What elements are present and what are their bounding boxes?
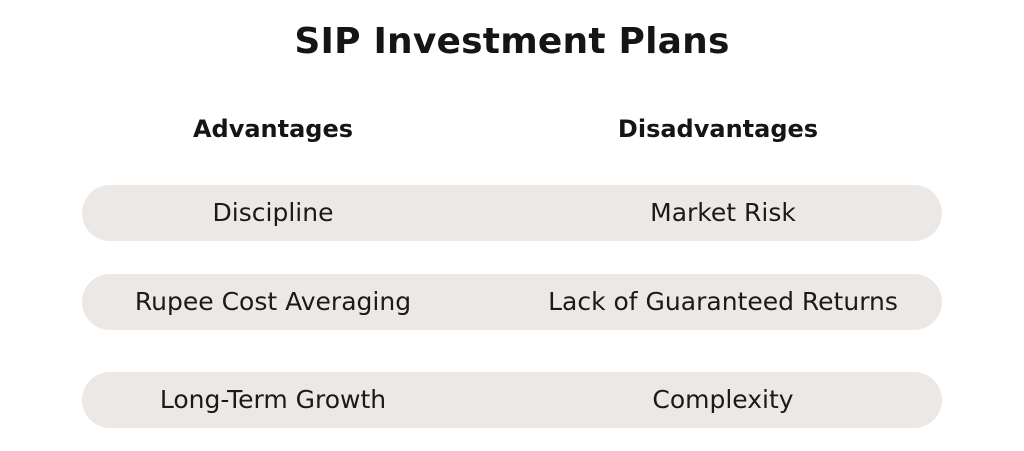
table-row: Discipline Market Risk (82, 185, 942, 241)
disadvantages-header: Disadvantages (617, 115, 819, 143)
advantages-header: Advantages (192, 115, 354, 143)
disadvantage-cell: Lack of Guaranteed Returns (548, 287, 898, 316)
advantage-cell: Discipline (212, 198, 334, 227)
table-row: Rupee Cost Averaging Lack of Guaranteed … (82, 274, 942, 330)
advantage-cell: Long-Term Growth (159, 385, 387, 414)
disadvantage-cell: Market Risk (650, 198, 796, 227)
advantage-cell: Rupee Cost Averaging (134, 287, 412, 316)
table-row: Long-Term Growth Complexity (82, 372, 942, 428)
disadvantage-cell: Complexity (652, 385, 794, 414)
page-title: SIP Investment Plans (294, 21, 730, 62)
